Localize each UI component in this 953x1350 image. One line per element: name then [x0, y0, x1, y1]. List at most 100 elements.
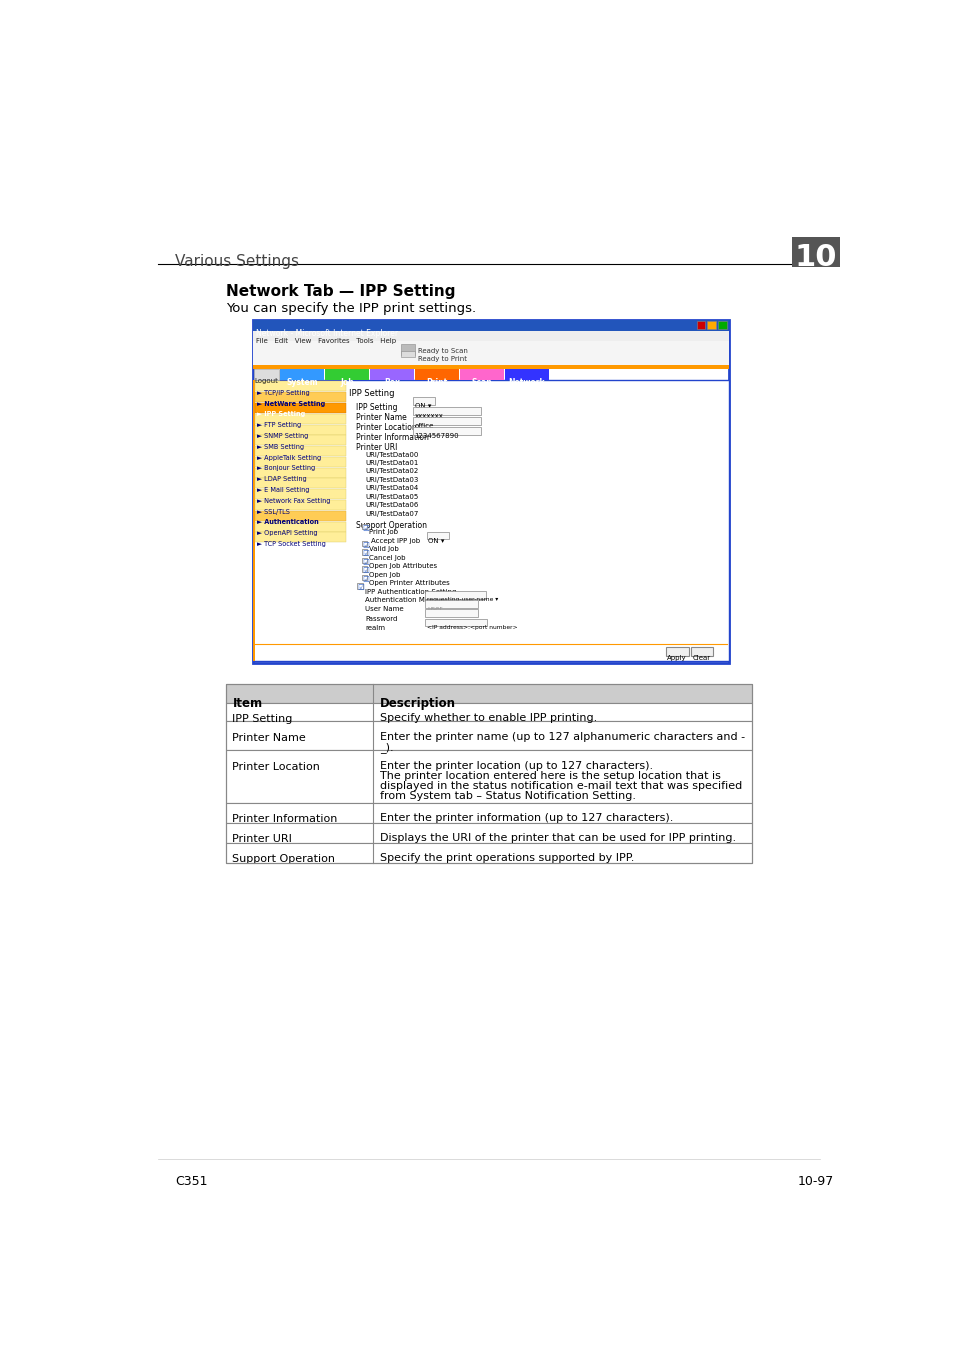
Text: Specify the print operations supported by IPP.: Specify the print operations supported b…	[379, 853, 634, 864]
Text: ☑: ☑	[356, 583, 364, 593]
Text: URI/TestData01: URI/TestData01	[365, 460, 417, 466]
Bar	[226, 842, 751, 863]
Text: Apply: Apply	[667, 655, 686, 660]
Text: URI/TestData06: URI/TestData06	[365, 502, 417, 509]
Bar	[226, 751, 751, 803]
Bar	[696, 321, 704, 329]
Bar	[665, 647, 688, 656]
Text: Network - Microsoft Internet Explorer: Network - Microsoft Internet Explorer	[255, 329, 397, 338]
Bar	[505, 369, 548, 379]
Bar	[413, 406, 480, 414]
Bar	[413, 417, 480, 424]
Text: ON ▾: ON ▾	[415, 404, 431, 409]
Text: ► Bonjour Setting: ► Bonjour Setting	[257, 466, 315, 471]
Bar	[254, 521, 346, 532]
Text: ☑: ☑	[361, 558, 368, 567]
Text: URI/TestData07: URI/TestData07	[365, 510, 417, 517]
Text: Cancel Job: Cancel Job	[369, 555, 405, 560]
Text: Various Settings: Various Settings	[174, 254, 298, 270]
Bar	[254, 500, 346, 510]
Bar	[254, 510, 346, 521]
Text: ► SSL/TLS: ► SSL/TLS	[257, 509, 290, 514]
Text: user: user	[427, 606, 441, 613]
Text: Printer Location: Printer Location	[233, 761, 320, 772]
Bar	[361, 558, 367, 563]
Bar	[226, 684, 751, 863]
Text: ► SNMP Setting: ► SNMP Setting	[257, 433, 308, 439]
Bar	[415, 369, 458, 379]
Text: Printer URI: Printer URI	[233, 834, 292, 844]
Bar	[226, 822, 751, 842]
Text: ► FTP Setting: ► FTP Setting	[257, 423, 301, 428]
Text: IPP Setting: IPP Setting	[233, 714, 293, 724]
Bar	[253, 320, 728, 331]
Text: Item: Item	[233, 697, 262, 710]
Text: Enter the printer information (up to 127 characters).: Enter the printer information (up to 127…	[379, 814, 672, 824]
Bar	[361, 541, 367, 547]
Text: ► SMB Setting: ► SMB Setting	[257, 444, 304, 450]
Bar	[791, 238, 840, 267]
Text: Printer Information: Printer Information	[355, 433, 428, 441]
Bar	[413, 427, 480, 435]
Text: URI/TestData04: URI/TestData04	[365, 486, 417, 491]
Bar	[254, 414, 346, 424]
Bar	[361, 524, 367, 529]
Text: Logout: Logout	[254, 378, 278, 383]
Bar	[253, 340, 728, 366]
Text: Open Printer Attributes: Open Printer Attributes	[369, 580, 449, 586]
Bar	[401, 344, 415, 355]
Bar	[425, 618, 487, 626]
Text: Valid Job: Valid Job	[369, 547, 398, 552]
Text: ► LDAP Setting: ► LDAP Setting	[257, 477, 307, 482]
Bar	[254, 382, 346, 391]
Text: Support Operation: Support Operation	[233, 855, 335, 864]
Bar	[254, 424, 346, 435]
Bar	[325, 369, 369, 379]
Text: _).: _).	[379, 741, 393, 753]
Text: Support Operation: Support Operation	[355, 521, 426, 529]
Text: ► E Mail Setting: ► E Mail Setting	[257, 487, 310, 493]
Text: URI/TestData00: URI/TestData00	[365, 451, 417, 458]
Text: ► TCP Socket Setting: ► TCP Socket Setting	[257, 541, 326, 547]
Text: URI/TestData03: URI/TestData03	[365, 477, 417, 483]
Text: Open Job Attributes: Open Job Attributes	[369, 563, 436, 570]
Bar	[254, 435, 346, 446]
Bar	[254, 467, 346, 478]
Bar	[370, 369, 414, 379]
Bar	[254, 489, 346, 500]
Text: xxxxxxx: xxxxxxx	[415, 413, 443, 418]
Text: Network: Network	[508, 378, 545, 386]
Bar	[254, 532, 346, 543]
Text: ON ▾: ON ▾	[428, 537, 444, 544]
Text: 10: 10	[794, 243, 837, 271]
Bar	[356, 583, 362, 589]
Text: IPP Setting: IPP Setting	[349, 389, 395, 398]
Bar	[691, 647, 712, 656]
Text: <IP address>:<port number>: <IP address>:<port number>	[427, 625, 517, 629]
Text: ► OpenAPI Setting: ► OpenAPI Setting	[257, 531, 317, 536]
Text: Box: Box	[384, 378, 399, 386]
Bar	[226, 721, 751, 751]
Text: Scan: Scan	[471, 378, 492, 386]
Bar	[253, 379, 254, 662]
Bar	[226, 803, 751, 822]
Text: Printer URI: Printer URI	[355, 443, 396, 452]
Bar	[361, 566, 367, 571]
Text: You can specify the IPP print settings.: You can specify the IPP print settings.	[226, 302, 476, 315]
Bar	[707, 321, 716, 329]
Text: ☑: ☑	[361, 575, 368, 583]
Text: The printer location entered here is the setup location that is: The printer location entered here is the…	[379, 771, 720, 782]
Bar	[254, 446, 346, 456]
Bar	[254, 404, 346, 413]
Text: IPP Setting: IPP Setting	[355, 404, 396, 412]
Text: requesting-user-name ▾: requesting-user-name ▾	[427, 597, 497, 602]
Text: Open Job: Open Job	[369, 571, 399, 578]
Text: ► Network Fax Setting: ► Network Fax Setting	[257, 498, 331, 504]
Text: Description: Description	[379, 697, 456, 710]
Bar	[253, 366, 728, 369]
Text: 10-97: 10-97	[797, 1174, 833, 1188]
Bar	[401, 351, 415, 356]
Text: ► Authentication: ► Authentication	[257, 520, 318, 525]
Text: Printer Name: Printer Name	[355, 413, 406, 423]
Bar	[413, 397, 435, 405]
